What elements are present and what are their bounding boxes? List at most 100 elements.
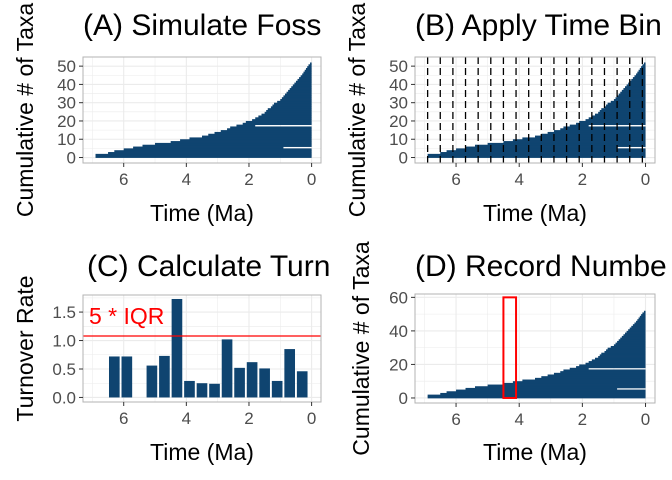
taxon-range (606, 349, 646, 352)
y-tick-label: 60 (389, 288, 408, 307)
panel-title: (C) Calculate Turn (87, 250, 330, 283)
taxon-range (588, 361, 646, 364)
x-tick-label: 0 (641, 410, 650, 429)
y-tick-label: 30 (57, 94, 76, 113)
taxon-range (642, 64, 646, 67)
taxon-range (114, 150, 312, 153)
taxon-range (294, 82, 312, 85)
x-tick-label: 0 (641, 170, 650, 189)
x-tick-label: 4 (514, 410, 523, 429)
y-tick-label: 20 (57, 112, 76, 131)
taxon-range (297, 78, 312, 82)
data-marks (108, 298, 308, 398)
x-axis-label: Time (Ma) (150, 200, 254, 226)
taxon-range (522, 379, 646, 382)
taxon-range (601, 352, 646, 355)
taxon-range (252, 119, 312, 122)
taxon-range (642, 312, 646, 315)
taxon-range (641, 314, 646, 317)
taxon-range (503, 382, 646, 385)
threshold-annotation: 5 * IQR (89, 303, 164, 329)
taxon-range (303, 71, 312, 74)
taxon-range (487, 142, 646, 146)
taxon-range (615, 97, 646, 100)
taxon-range (302, 73, 312, 76)
x-tick-label: 6 (451, 170, 460, 189)
taxon-range (427, 396, 646, 399)
panel-border (82, 56, 322, 164)
taxon-range (277, 100, 312, 104)
y-tick-label: 20 (389, 355, 408, 374)
taxon-range (599, 354, 646, 357)
taxon-range (487, 384, 646, 387)
taxon-range (610, 100, 646, 104)
taxon-range (289, 88, 312, 91)
y-tick-label: 0.5 (52, 360, 76, 379)
taxon-range (631, 78, 646, 82)
x-tick-label: 4 (182, 170, 191, 189)
highlight-bin (502, 296, 518, 399)
taxon-range (170, 141, 312, 144)
panel-border (414, 293, 656, 404)
taxon-range (295, 80, 312, 83)
taxon-range (591, 115, 646, 118)
taxon-range (604, 106, 646, 109)
taxon-range (300, 75, 312, 78)
x-axis-label: Time (Ma) (483, 200, 587, 226)
taxon-range (427, 153, 646, 157)
taxon-range (620, 337, 646, 340)
turnover-bar (271, 380, 283, 398)
taxon-range (512, 381, 646, 384)
y-tick-label: 1.5 (52, 303, 76, 322)
taxon-range (440, 392, 646, 396)
taxon-range (634, 75, 646, 78)
taxon-range (95, 155, 312, 158)
y-axis-label: Cumulative # of Taxa (344, 3, 370, 218)
taxon-range (308, 64, 312, 67)
taxon-range (637, 319, 646, 322)
y-axis-label: Cumulative # of Taxa (348, 241, 374, 456)
data-marks (426, 57, 646, 163)
turnover-bar (171, 298, 183, 398)
taxon-range (643, 62, 646, 65)
taxon-range (638, 317, 646, 320)
taxon-range (535, 135, 646, 138)
taxon-range (522, 137, 646, 140)
x-axis-label: Time (Ma) (483, 439, 587, 465)
taxon-range (547, 374, 646, 377)
taxon-range (270, 106, 312, 109)
taxon-range (547, 131, 646, 135)
taxon-range (643, 310, 646, 313)
taxon-range (617, 340, 646, 344)
x-tick-label: 2 (578, 170, 587, 189)
taxon-range (245, 120, 312, 124)
panel-title: (A) Simulate Foss (83, 9, 321, 42)
taxon-range (142, 144, 312, 147)
x-tick-label: 0 (307, 170, 316, 189)
taxon-range (95, 153, 312, 157)
taxon-range (266, 110, 312, 113)
taxon-range (503, 141, 646, 144)
taxon-range (632, 324, 646, 327)
taxon-range (242, 122, 312, 126)
panel-border (82, 294, 322, 403)
taxon-range (180, 139, 312, 142)
turnover-bar (146, 365, 158, 398)
turnover-bar (259, 368, 270, 398)
taxon-range (227, 128, 312, 131)
taxon-range (214, 131, 312, 135)
taxon-range (284, 93, 312, 96)
y-tick-label: 0.0 (52, 388, 76, 407)
taxon-range (563, 369, 646, 372)
taxon-range (208, 133, 312, 136)
data-marks (95, 62, 312, 158)
taxon-range (615, 342, 646, 345)
taxon-range (230, 126, 312, 129)
x-tick-label: 0 (307, 409, 316, 428)
panel-3: 5 * IQR 0.0 0.5 1.0 1.5 6 4 2 0 (C) Calculate Tur… (12, 250, 330, 465)
taxon-range (618, 93, 646, 96)
taxon-range (636, 320, 646, 323)
taxon-range (292, 84, 312, 87)
